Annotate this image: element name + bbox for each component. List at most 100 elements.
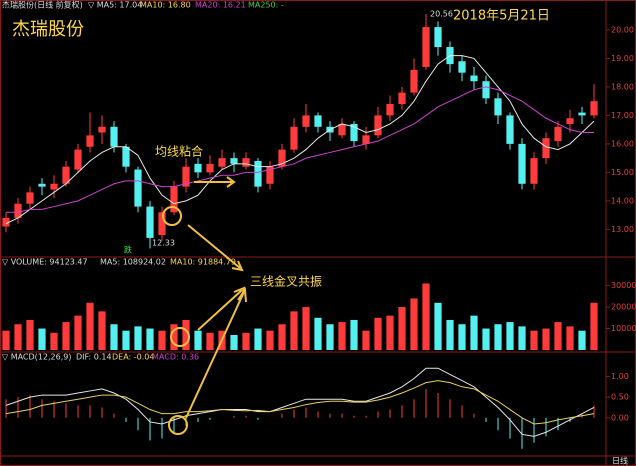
- volume-bar: [266, 330, 274, 350]
- candle-body: [374, 115, 382, 136]
- candle-body: [518, 143, 526, 184]
- volume-header: MA10: 91884.79: [170, 258, 236, 267]
- y-tick-label: 30000: [611, 281, 636, 290]
- max-label: 20.56: [430, 10, 453, 19]
- candle-body: [266, 166, 274, 184]
- candle-body: [314, 115, 322, 127]
- volume-bar: [494, 324, 502, 350]
- volume-bar: [122, 330, 130, 350]
- candle-body: [578, 112, 586, 116]
- candle-body: [482, 81, 490, 99]
- candle-body: [74, 149, 82, 170]
- volume-bar: [566, 326, 574, 350]
- volume-header: MA5: 108924.02: [100, 258, 166, 267]
- volume-bar: [386, 315, 394, 350]
- volume-bar: [254, 328, 262, 350]
- volume-bar: [590, 302, 598, 350]
- candle-body: [590, 101, 598, 116]
- note: 跌: [124, 245, 132, 255]
- header: ▽ MA5: 17.04: [88, 1, 142, 10]
- volume-bar: [518, 326, 526, 350]
- volume-bar: [482, 328, 490, 350]
- volume-bar: [134, 326, 142, 350]
- candle-body: [26, 192, 34, 204]
- line: [6, 86, 594, 213]
- candle-body: [542, 138, 550, 159]
- y-tick-label: 17.00: [611, 111, 634, 120]
- volume-bar: [98, 311, 106, 350]
- candle-body: [134, 169, 142, 207]
- candle-body: [146, 206, 154, 238]
- candle-body: [470, 75, 478, 82]
- candle-body: [242, 158, 250, 167]
- candle-body: [254, 160, 262, 187]
- volume-bar: [446, 319, 454, 350]
- volume-bar: [50, 332, 58, 350]
- candle-body: [290, 126, 298, 150]
- candle-body: [302, 115, 310, 127]
- macd-header: DEA: -0.04: [112, 353, 154, 362]
- candle-body: [554, 126, 562, 142]
- candle-body: [458, 61, 466, 73]
- volume-bar: [374, 317, 382, 350]
- y-tick-label: 16.00: [611, 139, 634, 148]
- candle-body: [230, 158, 238, 164]
- y-tick-label: 0.50: [611, 393, 629, 402]
- volume-bar: [398, 307, 406, 350]
- candle-body: [110, 126, 118, 147]
- candle-body: [194, 163, 202, 173]
- candle-body: [218, 158, 226, 167]
- volume-bar: [194, 330, 202, 350]
- candle-body: [434, 27, 442, 48]
- note: 三线金叉共振: [250, 274, 322, 289]
- macd-header: DIF: 0.14: [76, 353, 112, 362]
- volume-bar: [506, 322, 514, 350]
- volume-bar: [290, 311, 298, 350]
- volume-bar: [338, 322, 346, 350]
- candle-body: [182, 166, 190, 187]
- annotations: [162, 176, 247, 435]
- volume-bar: [422, 283, 430, 350]
- candle-body: [422, 27, 430, 67]
- candle-body: [386, 104, 394, 116]
- candle-body: [38, 183, 46, 187]
- volume-bar: [302, 307, 310, 350]
- macd-header: MACD: 0.36: [152, 353, 199, 362]
- candle-body: [170, 186, 178, 213]
- volume-bar: [410, 298, 418, 350]
- candle-body: [506, 115, 514, 144]
- y-tick-label: 19.00: [611, 54, 634, 63]
- volume-bar: [530, 330, 538, 350]
- candle-body: [494, 98, 502, 116]
- volume-bar: [278, 324, 286, 350]
- candle-body: [398, 92, 406, 105]
- candle-body: [530, 158, 538, 184]
- volume-bar: [326, 324, 334, 350]
- volume-header: ▽ VOLUME: 94123.47: [2, 258, 88, 267]
- candle-body: [350, 123, 358, 142]
- header: MA250: -: [248, 1, 284, 10]
- min-label: 12.33: [152, 239, 175, 248]
- candle-body: [566, 118, 574, 124]
- volume-bar: [242, 332, 250, 350]
- line: [5, 367, 595, 437]
- line: [5, 55, 595, 225]
- volume-bar: [170, 324, 178, 350]
- date-note: 2018年5月21日: [453, 9, 550, 24]
- volume-bar: [542, 328, 550, 350]
- y-tick-label: 20000: [611, 303, 636, 312]
- candle-body: [122, 146, 130, 167]
- candle-body: [50, 183, 58, 190]
- volume-bar: [158, 330, 166, 350]
- header: 杰瑞股份(日线 前复权): [2, 0, 83, 10]
- candle-body: [86, 135, 94, 147]
- y-tick-label: 13.00: [611, 225, 634, 234]
- header: MA10: 16.80: [140, 1, 191, 10]
- candle-body: [362, 135, 370, 144]
- volume-bar: [182, 319, 190, 350]
- period: 日线: [612, 456, 628, 466]
- volume-bar: [14, 324, 22, 350]
- volume-bar: [578, 330, 586, 350]
- volume-bar: [230, 334, 238, 350]
